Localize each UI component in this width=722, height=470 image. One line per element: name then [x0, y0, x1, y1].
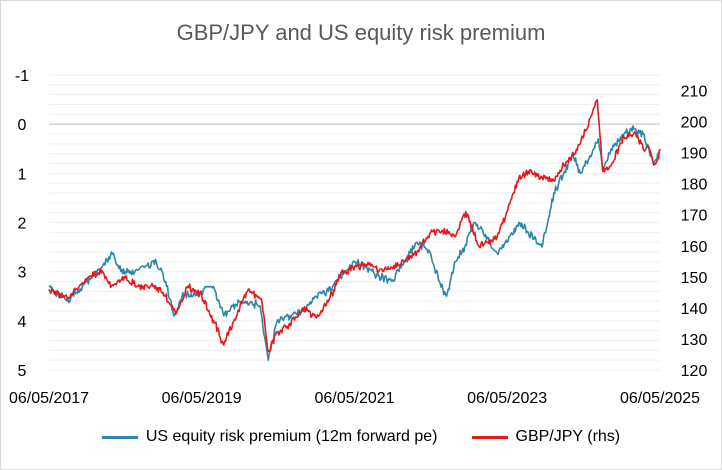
right-tick-label: 120 — [681, 363, 708, 380]
x-tick-label: 06/05/2023 — [467, 390, 547, 407]
legend-item-erp: US equity risk premium (12m forward pe) — [101, 428, 438, 446]
x-axis-ticks: 06/05/2017 06/05/2019 06/05/2021 06/05/2023… — [9, 390, 700, 407]
legend-swatch-erp — [101, 435, 138, 439]
right-tick-label: 210 — [681, 84, 708, 101]
left-tick-label: 2 — [18, 216, 27, 233]
x-tick-label: 06/05/2017 — [9, 390, 89, 407]
legend-label-gbpjpy: GBP/JPY (rhs) — [515, 428, 621, 445]
x-tick-label: 06/05/2021 — [314, 390, 394, 407]
left-tick-label: 1 — [18, 166, 27, 183]
legend-swatch-gbpjpy — [471, 435, 508, 439]
right-tick-label: 160 — [681, 239, 708, 256]
x-tick-label: 06/05/2019 — [162, 390, 242, 407]
series-line-erp — [48, 125, 661, 361]
right-tick-label: 170 — [681, 208, 708, 225]
right-tick-label: 180 — [681, 177, 708, 194]
left-tick-label: -1 — [15, 68, 29, 85]
legend-label-erp: US equity risk premium (12m forward pe) — [145, 428, 438, 445]
right-tick-label: 130 — [681, 332, 708, 349]
right-tick-label: 150 — [681, 270, 708, 287]
legend: US equity risk premium (12m forward pe) … — [0, 428, 722, 446]
right-axis-ticks: 120 130 140 150 160 170 180 190 200 210 — [681, 84, 708, 380]
series-line-gbpjpy — [48, 99, 661, 353]
left-tick-label: 0 — [18, 117, 27, 134]
grid-lines — [49, 74, 660, 371]
left-tick-label: 5 — [18, 363, 27, 380]
right-tick-label: 140 — [681, 301, 708, 318]
right-tick-label: 200 — [681, 115, 708, 132]
series-group — [48, 99, 661, 361]
left-tick-label: 4 — [18, 314, 27, 331]
legend-item-gbpjpy: GBP/JPY (rhs) — [471, 428, 621, 446]
right-tick-label: 190 — [681, 146, 708, 163]
left-axis-ticks: -1 0 1 2 3 4 5 — [15, 68, 29, 380]
x-tick-label: 06/05/2025 — [620, 390, 700, 407]
chart-title: GBP/JPY and US equity risk premium — [176, 20, 546, 45]
left-tick-label: 3 — [18, 265, 27, 282]
